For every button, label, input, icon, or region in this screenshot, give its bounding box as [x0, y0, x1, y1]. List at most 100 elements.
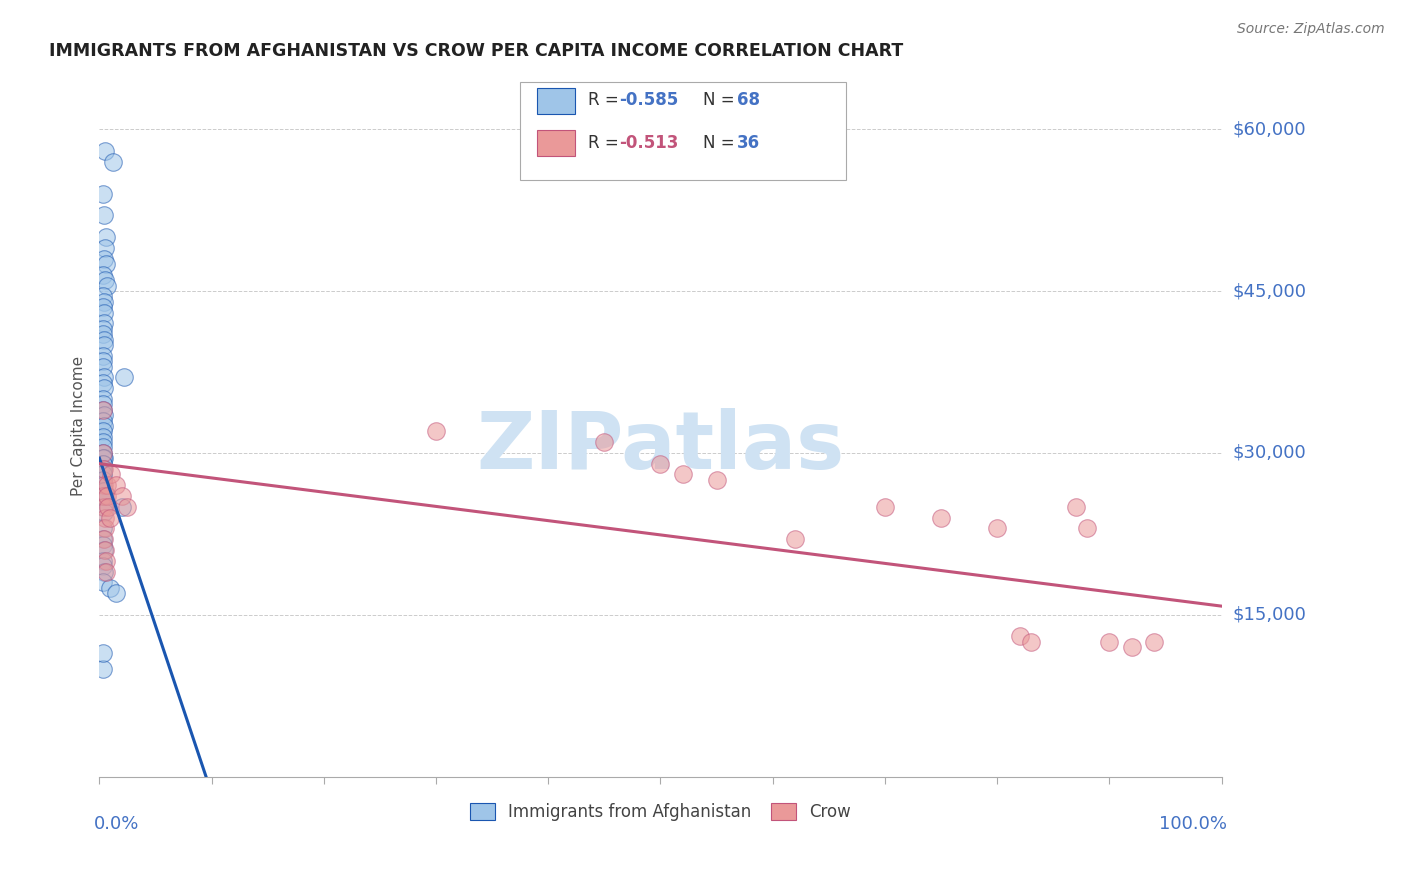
Point	[98, 581, 121, 595]
Point	[93, 533, 115, 547]
Point	[93, 462, 115, 476]
Text: $45,000: $45,000	[1233, 282, 1306, 300]
Point	[94, 543, 117, 558]
Point	[1064, 500, 1087, 514]
Point	[93, 370, 115, 384]
Text: N =: N =	[703, 92, 740, 110]
Point	[91, 462, 114, 476]
Point	[91, 322, 114, 336]
Point	[98, 510, 121, 524]
Text: Source: ZipAtlas.com: Source: ZipAtlas.com	[1237, 22, 1385, 37]
Point	[96, 489, 118, 503]
Point	[1019, 634, 1042, 648]
Point	[91, 462, 114, 476]
Point	[111, 500, 134, 514]
Point	[93, 305, 115, 319]
Point	[91, 500, 114, 514]
Point	[93, 543, 115, 558]
Point	[93, 338, 115, 352]
Point	[93, 209, 115, 223]
Point	[93, 451, 115, 466]
Point	[105, 586, 128, 600]
Point	[96, 478, 118, 492]
Point	[96, 554, 118, 568]
Point	[91, 473, 114, 487]
Point	[91, 186, 114, 201]
Point	[91, 435, 114, 450]
Point	[1121, 640, 1143, 654]
Point	[96, 565, 118, 579]
Point	[91, 413, 114, 427]
Point	[91, 359, 114, 374]
Text: IMMIGRANTS FROM AFGHANISTAN VS CROW PER CAPITA INCOME CORRELATION CHART: IMMIGRANTS FROM AFGHANISTAN VS CROW PER …	[49, 42, 903, 60]
Point	[91, 354, 114, 368]
Point	[91, 397, 114, 411]
Point	[94, 273, 117, 287]
Point	[91, 662, 114, 676]
Text: 68: 68	[737, 92, 759, 110]
Point	[91, 268, 114, 282]
Point	[112, 370, 135, 384]
Point	[91, 457, 114, 471]
Point	[91, 327, 114, 342]
Point	[94, 144, 117, 158]
Point	[91, 467, 114, 482]
Point	[91, 349, 114, 363]
Point	[94, 241, 117, 255]
FancyBboxPatch shape	[537, 130, 575, 156]
Point	[94, 521, 117, 535]
Point	[91, 646, 114, 660]
Point	[91, 430, 114, 444]
Point	[91, 489, 114, 503]
Point	[1098, 634, 1121, 648]
Y-axis label: Per Capita Income: Per Capita Income	[72, 356, 86, 496]
Point	[425, 425, 447, 439]
Point	[91, 489, 114, 503]
Point	[96, 230, 118, 244]
Point	[1008, 629, 1031, 643]
Point	[1076, 521, 1098, 535]
Point	[929, 510, 952, 524]
Text: $60,000: $60,000	[1233, 120, 1306, 138]
Text: ZIPatlas: ZIPatlas	[477, 408, 845, 486]
Text: 0.0%: 0.0%	[94, 815, 139, 833]
Point	[91, 538, 114, 552]
Point	[101, 154, 124, 169]
Point	[650, 457, 672, 471]
Point	[91, 402, 114, 417]
Point	[91, 575, 114, 590]
Legend: Immigrants from Afghanistan, Crow: Immigrants from Afghanistan, Crow	[463, 797, 858, 828]
Point	[93, 483, 115, 498]
Point	[105, 478, 128, 492]
Point	[117, 500, 139, 514]
Point	[93, 252, 115, 266]
Point	[91, 521, 114, 535]
Point	[1143, 634, 1166, 648]
Text: N =: N =	[703, 134, 740, 152]
Point	[93, 505, 115, 519]
Point	[91, 392, 114, 406]
Point	[91, 533, 114, 547]
Point	[93, 418, 115, 433]
Point	[91, 446, 114, 460]
Point	[91, 289, 114, 303]
Point	[97, 500, 120, 514]
Point	[91, 425, 114, 439]
Point	[111, 489, 134, 503]
Point	[93, 483, 115, 498]
Point	[93, 489, 115, 503]
Point	[91, 554, 114, 568]
Point	[91, 376, 114, 390]
Point	[873, 500, 896, 514]
FancyBboxPatch shape	[520, 82, 845, 180]
Point	[706, 473, 728, 487]
Point	[672, 467, 695, 482]
Point	[91, 478, 114, 492]
Point	[93, 333, 115, 347]
Point	[593, 435, 616, 450]
Point	[986, 521, 1008, 535]
FancyBboxPatch shape	[537, 87, 575, 114]
Text: R =: R =	[588, 92, 623, 110]
Text: -0.585: -0.585	[619, 92, 678, 110]
Point	[96, 257, 118, 271]
